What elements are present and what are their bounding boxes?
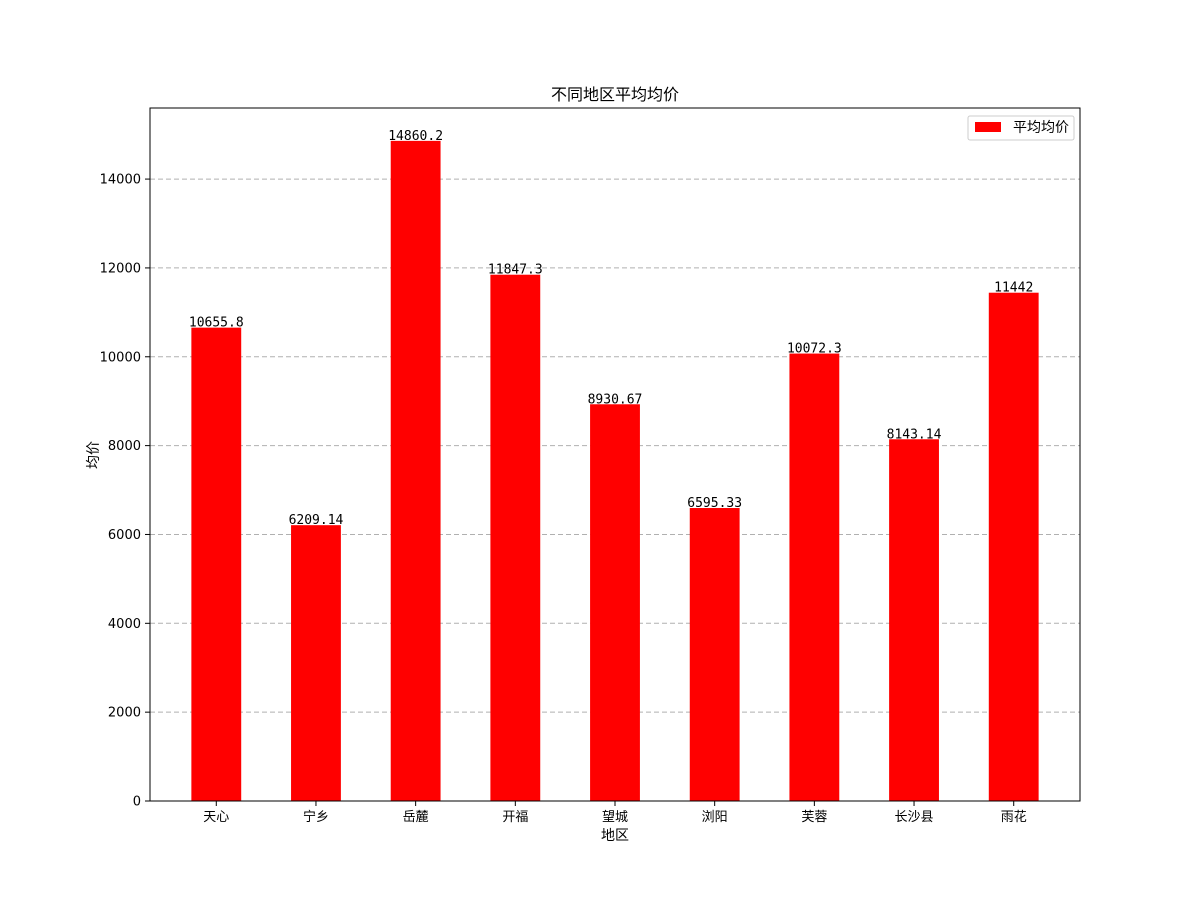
- y-tick-label: 14000: [100, 173, 141, 188]
- bar-value-label: 6595.33: [687, 496, 742, 511]
- x-axis-ticks: 天心 宁乡 岳麓 开福 望城 浏阳 芙蓉 长沙县 雨花: [203, 801, 1027, 825]
- x-axis-title: 地区: [601, 828, 629, 844]
- bar-6: [689, 508, 740, 801]
- bar-7: [789, 353, 840, 801]
- x-tick-label: 雨花: [1001, 809, 1027, 825]
- bar-1: [191, 327, 242, 801]
- y-tick-label: 12000: [100, 261, 141, 276]
- bar-value-label: 10072.3: [787, 342, 842, 357]
- bar-5: [590, 404, 640, 801]
- bar-value-label: 8930.67: [588, 392, 643, 407]
- y-tick-label: 6000: [108, 528, 141, 543]
- x-tick-label: 望城: [602, 809, 628, 825]
- y-tick-label: 2000: [108, 706, 141, 721]
- bar-value-label: 11442: [994, 281, 1033, 296]
- y-axis-title: 均价: [86, 441, 102, 469]
- legend-swatch: [975, 122, 1001, 132]
- bar-3: [390, 140, 441, 801]
- x-tick-label: 宁乡: [303, 809, 329, 825]
- bar-value-label: 14860.2: [388, 129, 443, 144]
- bar-9: [988, 292, 1039, 801]
- y-tick-label: 0: [133, 795, 141, 810]
- x-tick-label: 长沙县: [895, 810, 934, 825]
- bar-2: [291, 525, 341, 801]
- y-tick-label: 10000: [100, 350, 141, 365]
- y-tick-label: 4000: [108, 617, 141, 632]
- y-tick-label: 8000: [108, 439, 141, 454]
- bar-8: [889, 439, 939, 801]
- x-tick-label: 天心: [203, 810, 229, 825]
- x-tick-label: 芙蓉: [801, 810, 827, 825]
- legend-label: 平均均价: [1013, 120, 1069, 136]
- bar-4: [490, 274, 541, 801]
- bar-value-labels: 10655.8 6209.14 14860.2 11847.3 8930.67 6595.…: [189, 129, 1033, 528]
- bar-value-label: 6209.14: [289, 513, 344, 528]
- bar-value-label: 10655.8: [189, 316, 244, 331]
- bar-value-label: 8143.14: [887, 427, 942, 442]
- bars: [191, 140, 1039, 801]
- x-tick-label: 岳麓: [403, 810, 429, 825]
- x-tick-label: 开福: [502, 810, 528, 825]
- chart-title: 不同地区平均均价: [551, 85, 679, 104]
- legend: 平均均价: [967, 115, 1075, 141]
- y-axis-ticks: 0 2000 4000 6000 8000 10000 12000 14000: [100, 173, 150, 810]
- bar-value-label: 11847.3: [488, 263, 543, 278]
- x-tick-label: 浏阳: [702, 809, 728, 825]
